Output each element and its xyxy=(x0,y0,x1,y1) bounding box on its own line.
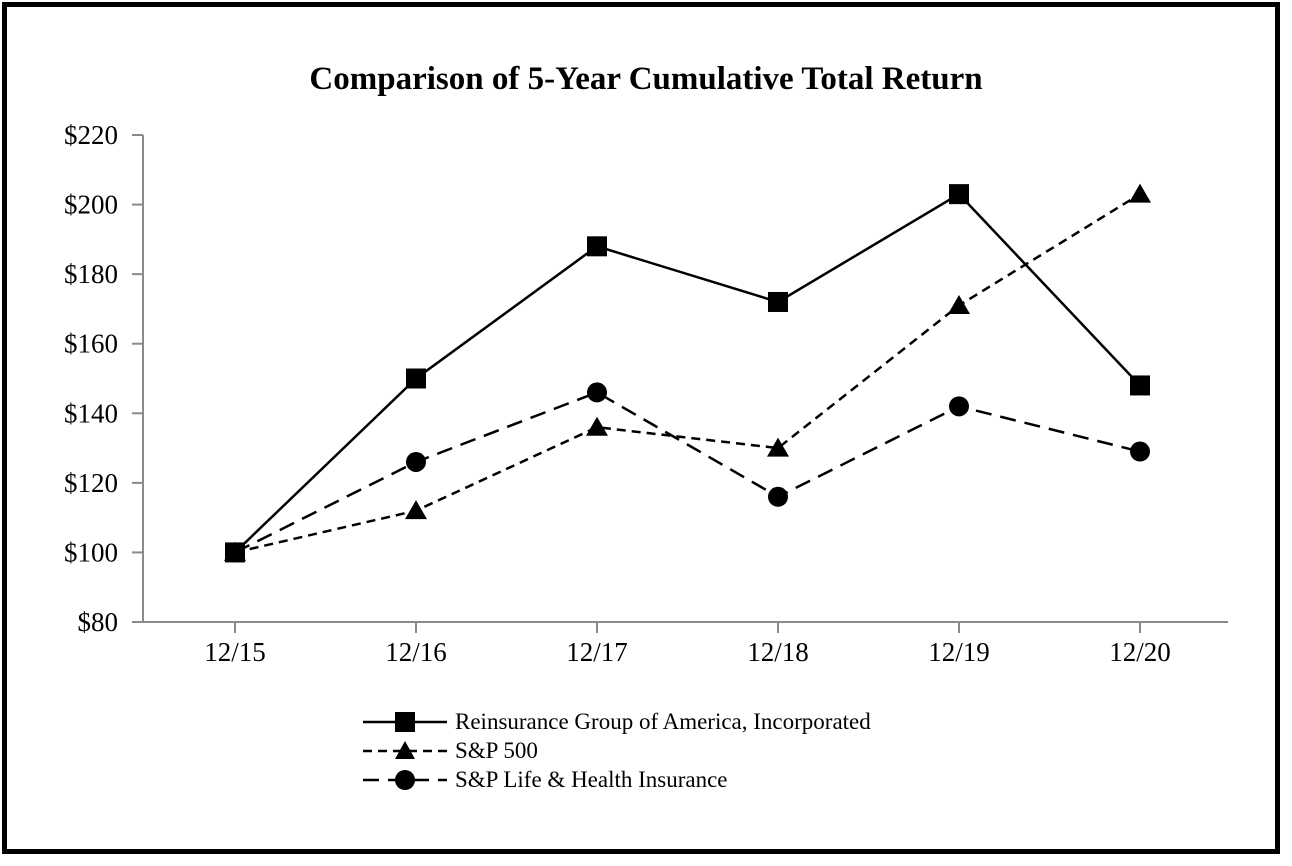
legend-square-marker-icon xyxy=(363,711,447,732)
legend-marker-square xyxy=(395,711,415,732)
x-tick-label: 12/15 xyxy=(204,637,266,667)
data-point-marker-square xyxy=(406,368,426,389)
data-point-marker-triangle xyxy=(948,294,970,314)
legend-label-sp500: S&P 500 xyxy=(455,737,538,763)
data-point-marker-triangle xyxy=(405,500,427,520)
y-tick-label: $160 xyxy=(64,329,118,359)
legend-item-sp500: S&P 500 xyxy=(362,736,871,765)
x-tick-label: 12/18 xyxy=(747,637,809,667)
legend-marker-circle xyxy=(395,769,415,790)
y-tick-label: $140 xyxy=(64,398,118,428)
data-point-marker-circle xyxy=(587,382,607,403)
legend-circle-marker-icon xyxy=(363,769,447,790)
series-triangle xyxy=(224,183,1151,561)
series-line-square xyxy=(234,192,1141,554)
data-point-marker-square xyxy=(587,236,607,257)
x-tick-label: 12/19 xyxy=(928,637,990,667)
y-tick-label: $180 xyxy=(64,259,118,289)
x-tick-label: 12/16 xyxy=(385,637,447,667)
y-tick-label: $80 xyxy=(78,607,119,637)
legend-label-rga: Reinsurance Group of America, Incorporat… xyxy=(455,708,871,734)
legend-item-rga: Reinsurance Group of America, Incorporat… xyxy=(362,707,871,736)
series-square xyxy=(225,184,1150,563)
data-point-marker-square xyxy=(225,542,245,563)
data-point-marker-triangle xyxy=(1129,183,1151,203)
legend-marker-triangle xyxy=(395,740,415,759)
chart-legend: Reinsurance Group of America, Incorporat… xyxy=(362,707,871,794)
data-point-marker-circle xyxy=(949,396,969,417)
data-point-marker-square xyxy=(768,291,788,312)
x-tick-label: 12/20 xyxy=(1109,637,1171,667)
x-tick-label: 12/17 xyxy=(566,637,628,667)
data-point-marker-circle xyxy=(1130,441,1150,462)
legend-item-sp-life-health: S&P Life & Health Insurance xyxy=(362,765,871,794)
y-tick-label: $100 xyxy=(64,537,118,567)
legend-label-sp-life-health: S&P Life & Health Insurance xyxy=(455,766,728,792)
series-line-triangle xyxy=(234,193,1141,554)
chart-title: Comparison of 5-Year Cumulative Total Re… xyxy=(309,61,983,97)
data-point-marker-circle xyxy=(768,486,788,507)
y-tick-label: $200 xyxy=(64,190,118,220)
data-point-marker-triangle xyxy=(586,416,608,436)
legend-triangle-marker-icon xyxy=(363,740,447,759)
series-line-circle xyxy=(234,391,1141,554)
series-circle xyxy=(225,382,1150,563)
y-tick-label: $220 xyxy=(64,120,118,150)
data-point-marker-triangle xyxy=(767,437,789,457)
y-tick-label: $120 xyxy=(64,468,118,498)
data-point-marker-circle xyxy=(406,451,426,472)
data-point-marker-square xyxy=(1130,375,1150,396)
data-point-marker-square xyxy=(949,184,969,205)
